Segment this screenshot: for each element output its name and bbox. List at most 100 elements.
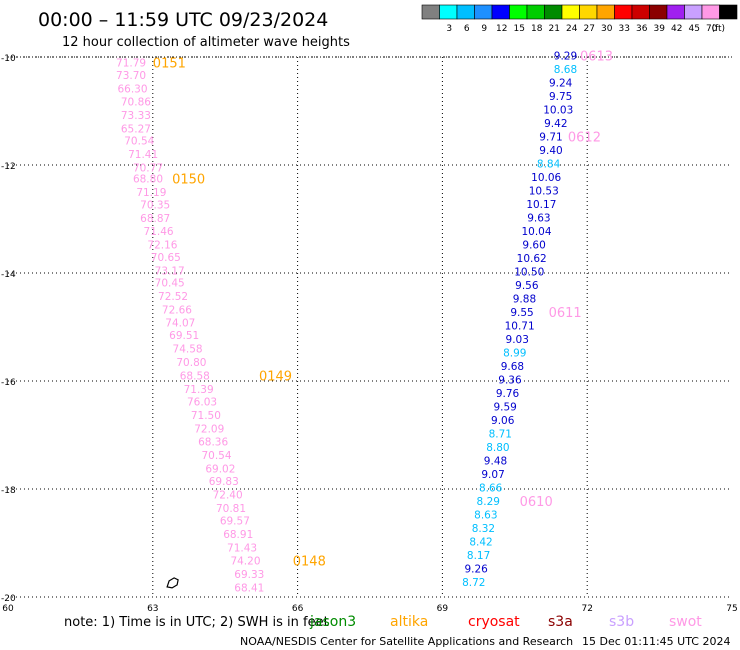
wave-height-value: 10.03 bbox=[543, 104, 573, 116]
legend-swatch bbox=[439, 4, 458, 20]
wave-height-value: 10.71 bbox=[505, 320, 535, 332]
wave-height-value: 71.79 bbox=[116, 57, 146, 69]
wave-height-value: 76.03 bbox=[187, 397, 217, 409]
wave-height-value: 9.40 bbox=[539, 145, 562, 157]
wave-height-value: 66.30 bbox=[117, 83, 147, 95]
wave-height-value: 8.63 bbox=[474, 509, 497, 521]
wave-height-value: 74.20 bbox=[230, 555, 260, 567]
legend-tick-label: 15 bbox=[514, 24, 525, 34]
wave-height-value: 10.53 bbox=[529, 185, 559, 197]
wave-height-value: 9.48 bbox=[484, 455, 507, 467]
wave-height-value: 70.80 bbox=[176, 357, 206, 369]
satellite-s3b-label: s3b bbox=[609, 614, 634, 630]
legend-tick-label: 36 bbox=[636, 24, 648, 34]
legend-swatch bbox=[421, 4, 440, 20]
legend-swatch bbox=[509, 4, 528, 20]
wave-height-value: 10.50 bbox=[514, 266, 544, 278]
legend-tick-label: 12 bbox=[496, 24, 507, 34]
wave-height-value: 74.07 bbox=[165, 318, 195, 330]
wave-height-value: 71.46 bbox=[144, 226, 174, 238]
wave-height-value: 68.80 bbox=[133, 174, 163, 186]
map-title: 00:00 – 11:59 UTC 09/23/2024 bbox=[38, 9, 328, 31]
lon-tick-label: 72 bbox=[581, 604, 592, 614]
wave-height-value: 9.76 bbox=[496, 388, 520, 400]
wave-height-value: 9.60 bbox=[522, 239, 545, 251]
legend-swatch bbox=[544, 4, 563, 20]
wave-height-value: 10.17 bbox=[526, 199, 556, 211]
pass-time-label: 0612 bbox=[568, 130, 601, 145]
pass-time-label: 0611 bbox=[549, 306, 582, 321]
wave-height-value: 8.32 bbox=[472, 523, 495, 535]
pass-time-label: 0149 bbox=[259, 370, 292, 385]
wave-height-value: 72.66 bbox=[162, 305, 192, 317]
wave-height-value: 73.33 bbox=[121, 110, 151, 122]
wave-height-value: 70.81 bbox=[216, 503, 246, 515]
pass-time-label: 0150 bbox=[172, 173, 205, 188]
lat-tick-label: -18 bbox=[1, 486, 16, 496]
wave-height-value: 70.45 bbox=[155, 278, 185, 290]
legend-swatch bbox=[614, 4, 633, 20]
wave-height-value: 10.62 bbox=[517, 253, 547, 265]
wave-height-value: 9.59 bbox=[493, 401, 516, 413]
legend-swatch bbox=[474, 4, 493, 20]
lon-tick-label: 75 bbox=[726, 604, 737, 614]
legend-swatch bbox=[666, 4, 685, 20]
wave-height-value: 9.63 bbox=[527, 212, 550, 224]
wave-height-value: 9.75 bbox=[549, 91, 572, 103]
wave-height-value: 70.54 bbox=[201, 450, 231, 462]
wave-height-value: 8.66 bbox=[479, 482, 503, 494]
map-subtitle: 12 hour collection of altimeter wave hei… bbox=[62, 35, 350, 50]
wave-height-value: 9.56 bbox=[515, 280, 539, 292]
wave-height-value: 71.19 bbox=[136, 187, 166, 199]
wave-height-value: 68.58 bbox=[180, 371, 210, 383]
wave-height-value: 9.36 bbox=[498, 374, 522, 386]
legend-tick-label: 3 bbox=[446, 24, 452, 34]
wave-height-legend: 3 6 9 12 15 18 21 24 27 30 33 36 39 42 45 70(ft) bbox=[421, 4, 738, 34]
wave-height-value: 10.04 bbox=[521, 226, 551, 238]
pass-time-label: 0610 bbox=[520, 495, 553, 510]
wave-height-value: 9.71 bbox=[539, 131, 562, 143]
lat-tick-label: -16 bbox=[1, 378, 16, 388]
wave-height-value: 69.51 bbox=[169, 330, 199, 342]
satellite-swot-label: swot bbox=[669, 614, 702, 630]
wave-height-value: 8.68 bbox=[554, 64, 577, 76]
legend-tick-label: 27 bbox=[584, 24, 595, 34]
wave-height-value: 10.06 bbox=[531, 172, 561, 184]
wave-height-value: 71.39 bbox=[184, 384, 214, 396]
wave-height-value: 9.55 bbox=[510, 307, 533, 319]
wave-height-value: 68.87 bbox=[140, 213, 170, 225]
legend-swatch bbox=[701, 4, 720, 20]
lon-tick-label: 66 bbox=[292, 604, 304, 614]
wave-height-value: 9.68 bbox=[501, 361, 524, 373]
legend-tick-label: 24 bbox=[566, 24, 578, 34]
wave-height-value: 72.09 bbox=[194, 424, 224, 436]
wave-height-value: 68.41 bbox=[234, 582, 264, 594]
wave-height-value: 69.83 bbox=[209, 476, 239, 488]
lat-tick-label: -10 bbox=[1, 54, 16, 64]
wave-height-value: 70.65 bbox=[151, 252, 181, 264]
wave-height-value: 8.84 bbox=[537, 158, 561, 170]
legend-tick-label: 21 bbox=[549, 24, 560, 34]
legend-swatch bbox=[719, 4, 738, 20]
wave-height-value: 9.07 bbox=[481, 469, 504, 481]
satellite-altika-label: altika bbox=[390, 614, 428, 630]
wave-height-value: 9.29 bbox=[554, 50, 577, 62]
wave-height-value: 8.29 bbox=[477, 496, 500, 508]
satellite-cryosat-label: cryosat bbox=[468, 614, 520, 630]
wave-height-value: 9.24 bbox=[549, 77, 573, 89]
wave-height-value: 9.42 bbox=[544, 118, 567, 130]
wave-height-value: 74.58 bbox=[173, 344, 203, 356]
wave-height-value: 73.70 bbox=[116, 70, 146, 82]
legend-tick-label: 33 bbox=[619, 24, 630, 34]
altimeter-tracks: 71.7973.7066.3070.8673.3365.2770.5471.41… bbox=[116, 49, 613, 594]
satellite-legend: jason3 altika cryosat s3a s3b swot bbox=[309, 614, 702, 630]
legend-tick-label: 70 bbox=[706, 24, 718, 34]
lat-tick-label: -12 bbox=[1, 162, 16, 172]
footer-note: note: 1) Time is in UTC; 2) SWH is in fe… bbox=[64, 615, 329, 630]
lon-tick-label: 69 bbox=[437, 604, 449, 614]
wave-height-value: 8.17 bbox=[467, 550, 490, 562]
footer-timestamp: 15 Dec 01:11:45 UTC 2024 bbox=[582, 635, 730, 648]
pass-time-label: 0151 bbox=[153, 56, 186, 71]
legend-swatch bbox=[491, 4, 510, 20]
